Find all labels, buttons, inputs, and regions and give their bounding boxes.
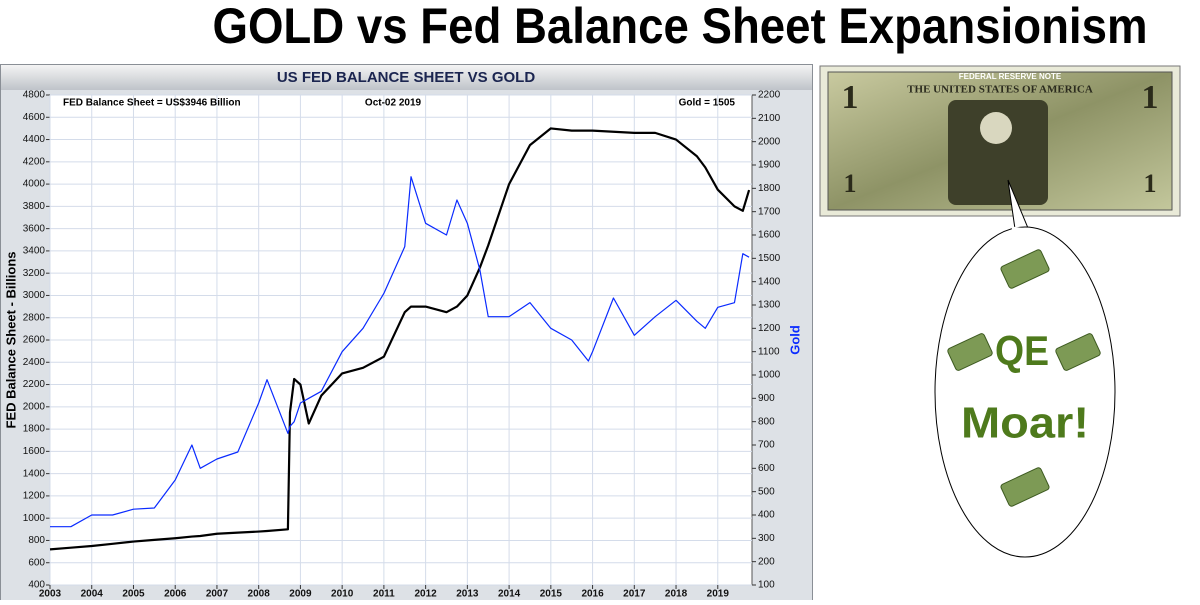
y-tick-label: 2400 bbox=[23, 357, 46, 368]
bubble-text: QE bbox=[995, 327, 1049, 374]
series-line bbox=[50, 176, 750, 528]
x-tick-label: 2017 bbox=[623, 589, 646, 600]
speech-bubble bbox=[934, 226, 1116, 558]
bill-country: THE UNITED STATES OF AMERICA bbox=[907, 84, 1093, 96]
x-tick-label: 2014 bbox=[498, 589, 521, 600]
y-tick-label: 3600 bbox=[23, 223, 46, 234]
y-tick-label: 1000 bbox=[23, 513, 46, 524]
y2-axis-label: Gold bbox=[787, 325, 802, 355]
y-tick-label: 1800 bbox=[23, 424, 46, 435]
x-tick-label: 2018 bbox=[665, 589, 688, 600]
y2-tick-label: 1700 bbox=[758, 206, 781, 217]
dollar-bill: FEDERAL RESERVE NOTE THE UNITED STATES O… bbox=[819, 65, 1181, 217]
y2-tick-label: 200 bbox=[758, 556, 775, 567]
y2-tick-label: 600 bbox=[758, 463, 775, 474]
bill-header: FEDERAL RESERVE NOTE bbox=[959, 72, 1062, 81]
x-tick-label: 2003 bbox=[39, 589, 62, 600]
x-tick-label: 2007 bbox=[206, 589, 229, 600]
y-tick-label: 1400 bbox=[23, 468, 46, 479]
x-tick-label: 2006 bbox=[164, 589, 187, 600]
money-icon bbox=[1055, 333, 1101, 371]
y-tick-label: 2200 bbox=[23, 379, 46, 390]
y2-tick-label: 700 bbox=[758, 440, 775, 451]
y-tick-label: 2000 bbox=[23, 401, 46, 412]
x-tick-label: 2005 bbox=[122, 589, 145, 600]
bill-portrait bbox=[948, 100, 1048, 205]
x-tick-label: 2004 bbox=[81, 589, 104, 600]
y-tick-label: 3800 bbox=[23, 201, 46, 212]
chart-title: US FED BALANCE SHEET VS GOLD bbox=[277, 69, 536, 86]
money-icon bbox=[1000, 467, 1050, 507]
bubble-text: Moar! bbox=[961, 399, 1089, 448]
y2-tick-label: 400 bbox=[758, 510, 775, 521]
y-tick-label: 4200 bbox=[23, 156, 46, 167]
annotation: Gold = 1505 bbox=[679, 98, 736, 109]
annotation: FED Balance Sheet = US$3946 Billion bbox=[63, 98, 241, 109]
y-tick-label: 4400 bbox=[23, 134, 46, 145]
y2-tick-label: 800 bbox=[758, 416, 775, 427]
y-tick-label: 4600 bbox=[23, 112, 46, 123]
chart-header bbox=[1, 65, 812, 90]
x-tick-label: 2009 bbox=[289, 589, 312, 600]
bill-denomination: 1 bbox=[844, 169, 857, 198]
x-tick-label: 2019 bbox=[707, 589, 730, 600]
y-axis-label: FED Balance Sheet - Billions bbox=[3, 252, 18, 429]
y-tick-label: 3000 bbox=[23, 290, 46, 301]
chart-layer: 400 600 800 1000 1200 1400 1600 1800 2000 2200 240… bbox=[23, 90, 781, 600]
y-tick-label: 4800 bbox=[23, 90, 46, 101]
bill-denomination: 1 bbox=[1142, 79, 1159, 116]
y2-tick-label: 2000 bbox=[758, 136, 781, 147]
x-tick-label: 2008 bbox=[248, 589, 271, 600]
y2-tick-label: 2100 bbox=[758, 113, 781, 124]
y2-tick-label: 1600 bbox=[758, 230, 781, 241]
money-icon bbox=[947, 333, 993, 371]
x-tick-label: 2010 bbox=[331, 589, 354, 600]
x-tick-label: 2012 bbox=[414, 589, 437, 600]
page-title: GOLD vs Fed Balance Sheet Expansionism bbox=[213, 0, 1148, 54]
y2-tick-label: 1500 bbox=[758, 253, 781, 264]
x-tick-label: 2015 bbox=[540, 589, 563, 600]
y-tick-label: 3400 bbox=[23, 246, 46, 257]
bill-face-figure bbox=[980, 112, 1012, 144]
y-tick-label: 3200 bbox=[23, 268, 46, 279]
y2-tick-label: 100 bbox=[758, 580, 775, 591]
x-tick-label: 2013 bbox=[456, 589, 479, 600]
y2-tick-label: 1400 bbox=[758, 276, 781, 287]
y-tick-label: 1600 bbox=[23, 446, 46, 457]
bubble-join bbox=[1011, 226, 1027, 232]
annotation: Oct-02 2019 bbox=[365, 98, 422, 109]
y-tick-label: 2600 bbox=[23, 335, 46, 346]
y2-tick-label: 500 bbox=[758, 486, 775, 497]
y2-tick-label: 900 bbox=[758, 393, 775, 404]
y2-tick-label: 1100 bbox=[758, 346, 780, 357]
y-tick-label: 4000 bbox=[23, 179, 46, 190]
y-tick-label: 600 bbox=[28, 557, 45, 568]
y-tick-label: 2800 bbox=[23, 312, 46, 323]
y2-tick-label: 300 bbox=[758, 533, 775, 544]
y-tick-label: 800 bbox=[28, 535, 45, 546]
x-tick-label: 2011 bbox=[373, 589, 395, 600]
bill-denomination: 1 bbox=[842, 79, 859, 116]
y2-tick-label: 1900 bbox=[758, 160, 781, 171]
money-icons bbox=[947, 249, 1101, 507]
y2-tick-label: 1300 bbox=[758, 300, 781, 311]
y2-tick-label: 1000 bbox=[758, 370, 781, 381]
y-tick-label: 400 bbox=[28, 580, 45, 591]
bill-denomination: 1 bbox=[1144, 169, 1157, 198]
y-tick-label: 1200 bbox=[23, 491, 46, 502]
x-tick-label: 2016 bbox=[581, 589, 604, 600]
y2-tick-label: 1800 bbox=[758, 183, 781, 194]
y2-tick-label: 1200 bbox=[758, 323, 781, 334]
money-icon bbox=[1000, 249, 1050, 289]
series-line bbox=[49, 127, 751, 551]
y2-tick-label: 2200 bbox=[758, 90, 781, 101]
